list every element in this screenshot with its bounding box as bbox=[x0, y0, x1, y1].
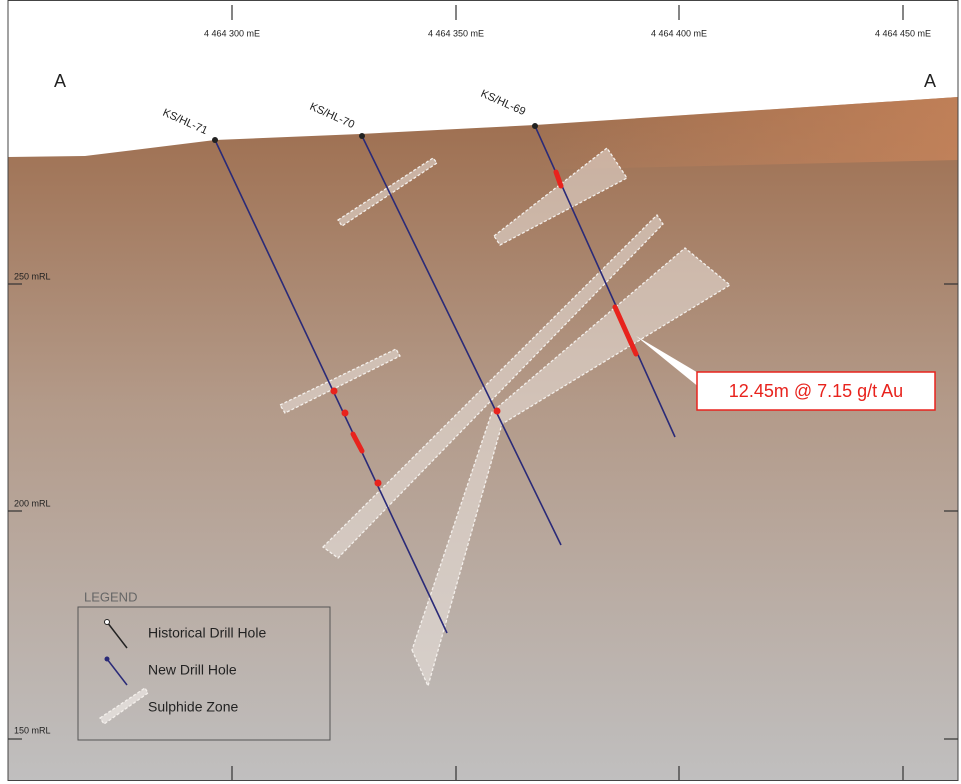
section-label: A bbox=[54, 71, 66, 91]
ground-top bbox=[535, 97, 958, 170]
elevation-label: 150 mRL bbox=[14, 725, 51, 735]
drill-holes bbox=[212, 123, 676, 634]
easting-label: 4 464 450 mE bbox=[875, 28, 931, 38]
sulphide-zones bbox=[279, 147, 732, 688]
section-label: A bbox=[924, 71, 936, 91]
legend-title: LEGEND bbox=[84, 589, 137, 604]
intercepts bbox=[330, 169, 639, 487]
callout-pointer bbox=[636, 336, 700, 388]
elevation-label: 200 mRL bbox=[14, 498, 51, 508]
frame bbox=[7, 0, 959, 781]
elevation-label: 250 mRL bbox=[14, 271, 51, 281]
hole-label: KS/HL-69 bbox=[479, 88, 527, 118]
easting-label: 4 464 350 mE bbox=[428, 28, 484, 38]
legend-item: Historical Drill Hole bbox=[148, 625, 266, 641]
ticks bbox=[8, 5, 958, 780]
hole-label: KS/HL-70 bbox=[308, 101, 356, 131]
easting-label: 4 464 400 mE bbox=[651, 28, 707, 38]
legend-item: Sulphide Zone bbox=[148, 699, 239, 715]
callout-box bbox=[696, 371, 936, 411]
hole-label: KS/HL-71 bbox=[161, 107, 209, 137]
legend: LEGEND Historical Drill Hole New Drill H… bbox=[77, 589, 331, 741]
legend-item: New Drill Hole bbox=[148, 662, 237, 678]
callout-text: 12.45m @ 7.15 g/t Au bbox=[729, 381, 903, 401]
easting-label: 4 464 300 mE bbox=[204, 28, 260, 38]
ground bbox=[8, 97, 958, 780]
